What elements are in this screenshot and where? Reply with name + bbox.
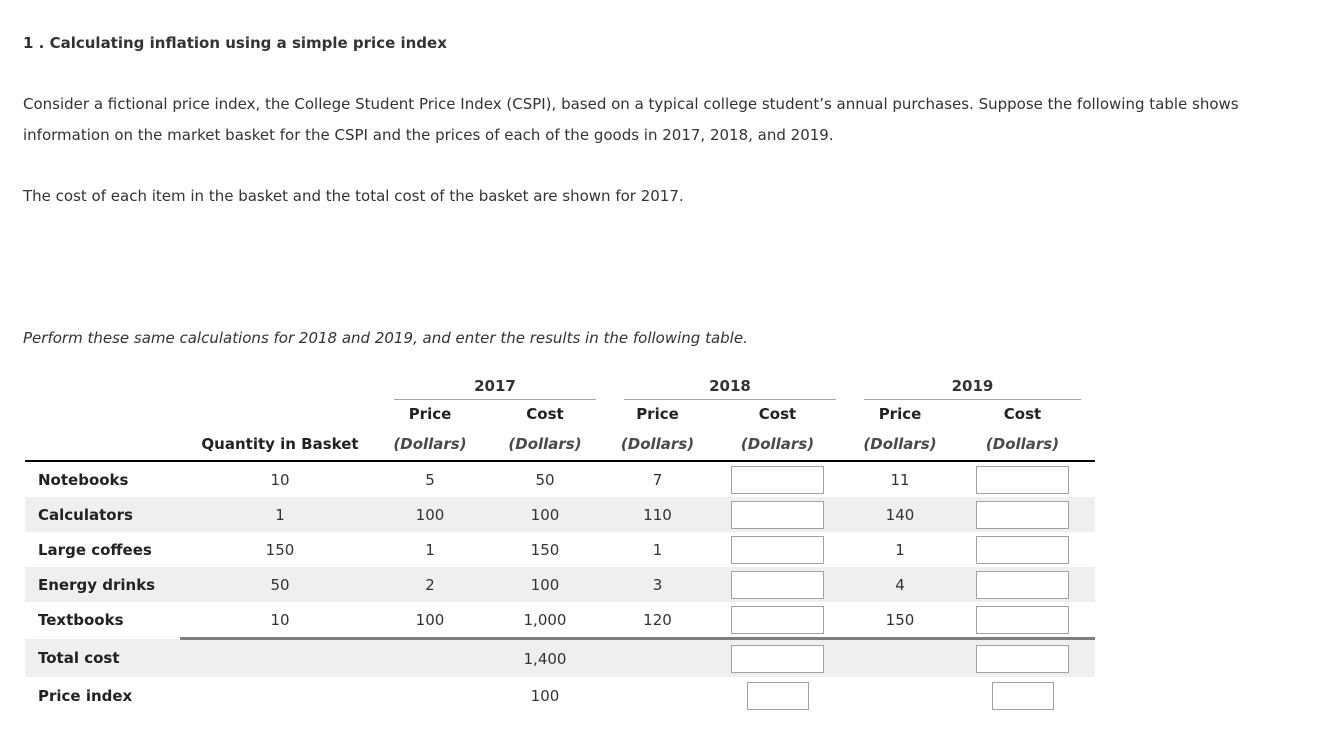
cost-column-header-2019: Cost bbox=[1003, 405, 1042, 423]
price-cost-header-row: Price Cost Price Cost Price Cost bbox=[25, 400, 1095, 428]
quantity-value: 150 bbox=[265, 540, 295, 559]
quantity-value: 10 bbox=[270, 610, 290, 629]
price-2017-value: 1 bbox=[425, 540, 435, 559]
dollars-unit-label: (Dollars) bbox=[380, 428, 480, 462]
dollars-unit-label: (Dollars) bbox=[705, 428, 850, 462]
energy-drinks-cost-2019-input[interactable] bbox=[976, 570, 1069, 599]
quantity-column-header: Quantity in Basket bbox=[180, 428, 380, 462]
quantity-value: 1 bbox=[275, 505, 285, 524]
table-row-notebooks: Notebooks 10 5 50 7 11 bbox=[25, 461, 1095, 497]
dollars-unit-label: (Dollars) bbox=[480, 428, 610, 462]
cost-2017-value: 100 bbox=[530, 575, 560, 594]
large-coffees-cost-2018-input[interactable] bbox=[731, 535, 824, 564]
price-index-2019-input[interactable] bbox=[991, 682, 1054, 710]
year-header-2018: 2018 bbox=[624, 377, 836, 400]
price-2018-value: 7 bbox=[652, 470, 663, 489]
cost-column-header-2018: Cost bbox=[758, 405, 797, 423]
row-label: Calculators bbox=[38, 505, 133, 524]
instruction-text: Perform these same calculations for 2018… bbox=[23, 329, 748, 347]
cost-column-header-2017: Cost bbox=[526, 405, 564, 423]
year-header-row: 2017 2018 2019 bbox=[25, 377, 1095, 400]
calculators-cost-2018-input[interactable] bbox=[731, 500, 824, 529]
quantity-value: 50 bbox=[270, 575, 290, 594]
row-label: Notebooks bbox=[38, 470, 129, 489]
dollars-unit-label: (Dollars) bbox=[610, 428, 705, 462]
basket-cost-note: The cost of each item in the basket and … bbox=[23, 187, 684, 205]
notebooks-cost-2018-input[interactable] bbox=[731, 465, 824, 494]
price-2018-value: 110 bbox=[643, 505, 672, 524]
price-2017-value: 100 bbox=[415, 505, 445, 524]
dollars-unit-label: (Dollars) bbox=[850, 428, 950, 462]
calculators-cost-2019-input[interactable] bbox=[976, 500, 1069, 529]
total-cost-2019-input[interactable] bbox=[976, 644, 1069, 673]
price-2017-value: 2 bbox=[425, 575, 435, 594]
price-2018-value: 120 bbox=[643, 610, 672, 629]
cost-2017-value: 150 bbox=[530, 540, 560, 559]
price-2017-value: 5 bbox=[425, 470, 435, 489]
row-label: Total cost bbox=[38, 648, 120, 667]
cost-2017-value: 1,000 bbox=[523, 610, 567, 629]
price-index-row: Price index 100 bbox=[25, 677, 1095, 715]
price-2019-value: 150 bbox=[885, 610, 915, 629]
year-header-2017: 2017 bbox=[394, 377, 596, 400]
price-2018-value: 3 bbox=[652, 575, 663, 594]
price-2017-value: 100 bbox=[415, 610, 445, 629]
price-2018-value: 1 bbox=[652, 540, 663, 559]
price-2019-value: 1 bbox=[895, 540, 905, 559]
textbooks-cost-2019-input[interactable] bbox=[976, 605, 1069, 634]
row-label: Textbooks bbox=[38, 611, 124, 630]
row-label: Large coffees bbox=[38, 540, 152, 559]
year-header-2019: 2019 bbox=[864, 377, 1081, 400]
table-row-large-coffees: Large coffees 150 1 150 1 1 bbox=[25, 532, 1095, 567]
total-cost-2017-value: 1,400 bbox=[480, 637, 610, 677]
row-label: Price index bbox=[38, 687, 133, 705]
energy-drinks-cost-2018-input[interactable] bbox=[731, 570, 824, 599]
units-header-row: Quantity in Basket (Dollars) (Dollars) (… bbox=[25, 428, 1095, 462]
price-index-2018-input[interactable] bbox=[746, 682, 809, 710]
total-cost-row: Total cost 1,400 bbox=[25, 637, 1095, 677]
textbooks-cost-2018-input[interactable] bbox=[731, 605, 824, 634]
table-row-textbooks: Textbooks 10 100 1,000 120 150 bbox=[25, 602, 1095, 639]
cspi-table: 2017 2018 2019 Price Cost Price Cost Pri… bbox=[25, 377, 1095, 715]
table-row-calculators: Calculators 1 100 100 110 140 bbox=[25, 497, 1095, 532]
notebooks-cost-2019-input[interactable] bbox=[976, 465, 1069, 494]
table-row-energy-drinks: Energy drinks 50 2 100 3 4 bbox=[25, 567, 1095, 602]
cost-2017-value: 50 bbox=[535, 470, 555, 489]
cost-2017-value: 100 bbox=[530, 505, 560, 524]
page-title: 1 . Calculating inflation using a simple… bbox=[23, 34, 447, 52]
total-cost-2018-input[interactable] bbox=[731, 644, 824, 673]
table-header: 2017 2018 2019 Price Cost Price Cost Pri… bbox=[25, 377, 1095, 462]
price-2019-value: 11 bbox=[890, 470, 910, 489]
price-column-header-2019: Price bbox=[878, 405, 922, 423]
cspi-table-body: Notebooks 10 5 50 7 11 Calculators 1 100 100 110 14… bbox=[25, 461, 1095, 715]
row-label: Energy drinks bbox=[38, 575, 156, 594]
price-2019-value: 140 bbox=[885, 505, 915, 524]
price-index-2017-value: 100 bbox=[530, 687, 560, 705]
large-coffees-cost-2019-input[interactable] bbox=[976, 535, 1069, 564]
price-2019-value: 4 bbox=[895, 575, 905, 594]
quantity-value: 10 bbox=[270, 470, 290, 489]
intro-paragraph: Consider a fictional price index, the Co… bbox=[23, 95, 1239, 144]
price-column-header-2018: Price bbox=[636, 405, 679, 423]
price-column-header-2017: Price bbox=[408, 405, 452, 423]
dollars-unit-label: (Dollars) bbox=[950, 428, 1095, 462]
